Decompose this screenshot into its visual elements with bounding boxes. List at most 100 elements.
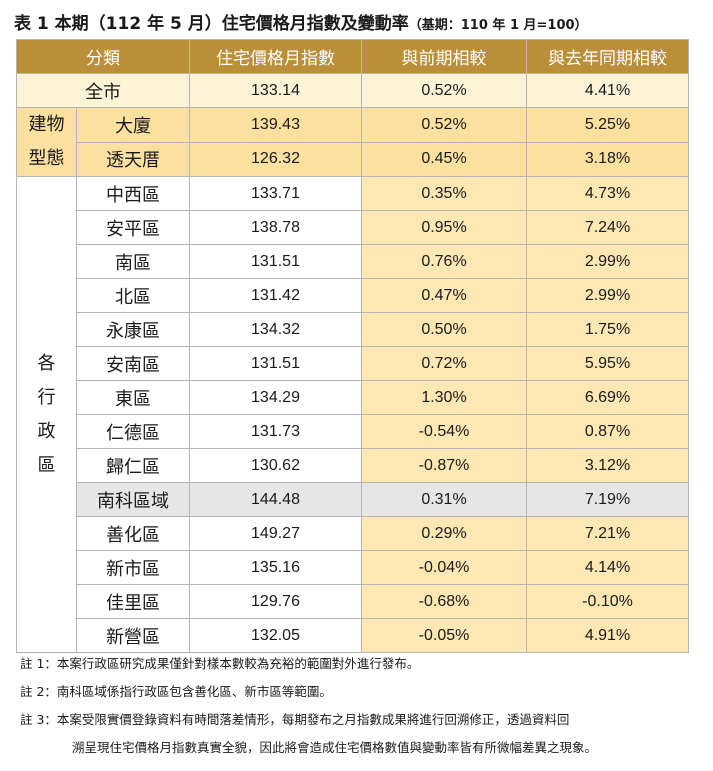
district-yoy: 4.73%: [526, 176, 689, 211]
district-label: 新營區: [76, 618, 190, 653]
district-yoy: 4.14%: [526, 550, 689, 585]
district-label: 永康區: [76, 312, 190, 347]
district-mom: 0.35%: [361, 176, 527, 211]
building-row: 建物型態 大廈 139.43 0.52% 5.25%: [16, 107, 689, 177]
district-mom: -0.68%: [361, 584, 527, 619]
city-index: 133.14: [189, 73, 362, 108]
district-index: 135.16: [189, 550, 362, 585]
district-mom: 0.76%: [361, 244, 527, 279]
district-yoy: 2.99%: [526, 278, 689, 313]
district-index: 149.27: [189, 516, 362, 551]
district-index: 133.71: [189, 176, 362, 211]
building-type-label: 透天厝: [76, 141, 190, 177]
building-type-yoy: 5.25%: [526, 107, 689, 143]
district-yoy: 4.91%: [526, 618, 689, 653]
district-label: 仁德區: [76, 414, 190, 449]
district-index: 129.76: [189, 584, 362, 619]
city-mom: 0.52%: [361, 73, 527, 108]
district-index: 131.51: [189, 244, 362, 279]
district-row: 仁德區 131.73 -0.54% 0.87%: [17, 414, 689, 449]
building-group-line: 建物: [28, 114, 65, 135]
district-yoy: 0.87%: [526, 414, 689, 449]
footnote-1: 註 1：本案行政區研究成果僅針對樣本數較為充裕的範圍對外進行發布。: [20, 656, 420, 671]
district-index: 132.05: [189, 618, 362, 653]
building-group-line: 型態: [28, 148, 65, 169]
district-mom: 0.72%: [361, 346, 527, 381]
district-row: 永康區 134.32 0.50% 1.75%: [17, 312, 689, 347]
district-index: 131.73: [189, 414, 362, 449]
district-row: 安南區 131.51 0.72% 5.95%: [17, 346, 689, 381]
district-label: 中西區: [76, 176, 190, 211]
district-mom: -0.54%: [361, 414, 527, 449]
district-yoy: 7.21%: [526, 516, 689, 551]
district-row: 南區 131.51 0.76% 2.99%: [17, 244, 689, 279]
district-row: 東區 134.29 1.30% 6.69%: [17, 380, 689, 415]
district-yoy: 7.19%: [526, 482, 689, 517]
district-yoy: 3.12%: [526, 448, 689, 483]
building-type-index: 126.32: [189, 141, 362, 177]
building-type-label: 大廈: [76, 107, 190, 143]
building-group-label: 建物 型態: [16, 107, 77, 177]
district-row: 北區 131.42 0.47% 2.99%: [17, 278, 689, 313]
header-category: 分類: [16, 39, 190, 74]
table-title: 表 1 本期（112 年 5 月）住宅價格月指數及變動率（基期：110 年 1 …: [14, 11, 704, 37]
footnote-3-continued: 溯呈現住宅價格月指數真實全貌，因此將會造成住宅價格數值與變動率皆有所微幅差異之現…: [72, 740, 598, 755]
table-title-main: 表 1 本期（112 年 5 月）住宅價格月指數及變動率: [14, 14, 409, 34]
district-index: 131.42: [189, 278, 362, 313]
district-index: 130.62: [189, 448, 362, 483]
district-row: 新營區 132.05 -0.05% 4.91%: [17, 618, 689, 653]
district-row: 歸仁區 130.62 -0.87% 3.12%: [17, 448, 689, 483]
district-row: 善化區 149.27 0.29% 7.21%: [17, 516, 689, 551]
district-label: 南科區域: [76, 482, 190, 517]
district-mom: 0.95%: [361, 210, 527, 245]
building-type-index: 139.43: [189, 107, 362, 143]
footnotes: 註 1：本案行政區研究成果僅針對樣本數較為充裕的範圍對外進行發布。 註 2：南科…: [20, 650, 700, 762]
district-label: 南區: [76, 244, 190, 279]
city-label: 全市: [16, 73, 190, 108]
district-mom: 0.31%: [361, 482, 527, 517]
district-yoy: 6.69%: [526, 380, 689, 415]
district-row: 各行政區中西區 133.71 0.35% 4.73%: [16, 176, 689, 653]
district-mom: 0.50%: [361, 312, 527, 347]
district-yoy: 1.75%: [526, 312, 689, 347]
header-row: 分類 住宅價格月指數 與前期相較 與去年同期相較: [16, 39, 689, 74]
district-mom: 1.30%: [361, 380, 527, 415]
table-title-base-period: （基期：110 年 1 月=100）: [408, 18, 588, 33]
header-index: 住宅價格月指數: [189, 39, 362, 74]
city-yoy: 4.41%: [526, 73, 689, 108]
district-label: 歸仁區: [76, 448, 190, 483]
city-row: 全市 133.14 0.52% 4.41%: [16, 73, 689, 108]
district-group-char: 政: [37, 420, 56, 442]
district-group-label: 各行政區: [16, 176, 77, 653]
district-label: 安南區: [76, 346, 190, 381]
district-group-char: 區: [37, 454, 56, 476]
district-mom: 0.29%: [361, 516, 527, 551]
district-label: 安平區: [76, 210, 190, 245]
district-group-char: 各: [37, 352, 56, 374]
building-type-mom: 0.45%: [361, 141, 527, 177]
district-label: 新市區: [76, 550, 190, 585]
district-yoy: 5.95%: [526, 346, 689, 381]
district-index: 134.32: [189, 312, 362, 347]
district-index: 144.48: [189, 482, 362, 517]
district-label: 佳里區: [76, 584, 190, 619]
district-label: 北區: [76, 278, 190, 313]
district-yoy: -0.10%: [526, 584, 689, 619]
district-index: 131.51: [189, 346, 362, 381]
building-type-mom: 0.52%: [361, 107, 527, 143]
header-yoy: 與去年同期相較: [526, 39, 689, 74]
district-yoy: 7.24%: [526, 210, 689, 245]
district-index: 134.29: [189, 380, 362, 415]
district-group-char: 行: [37, 386, 56, 408]
district-row: 新市區 135.16 -0.04% 4.14%: [17, 550, 689, 585]
district-label: 善化區: [76, 516, 190, 551]
district-mom: -0.04%: [361, 550, 527, 585]
district-mom: -0.05%: [361, 618, 527, 653]
district-mom: -0.87%: [361, 448, 527, 483]
district-row: 安平區 138.78 0.95% 7.24%: [17, 210, 689, 245]
footnote-3: 註 3：本案受限實價登錄資料有時間落差情形，每期發布之月指數成果將進行回溯修正，…: [20, 712, 570, 727]
building-type-yoy: 3.18%: [526, 141, 689, 177]
district-index: 138.78: [189, 210, 362, 245]
district-row: 南科區域 144.48 0.31% 7.19%: [17, 482, 689, 517]
housing-price-index-table: 分類 住宅價格月指數 與前期相較 與去年同期相較 全市 133.14 0.52%…: [16, 39, 689, 653]
